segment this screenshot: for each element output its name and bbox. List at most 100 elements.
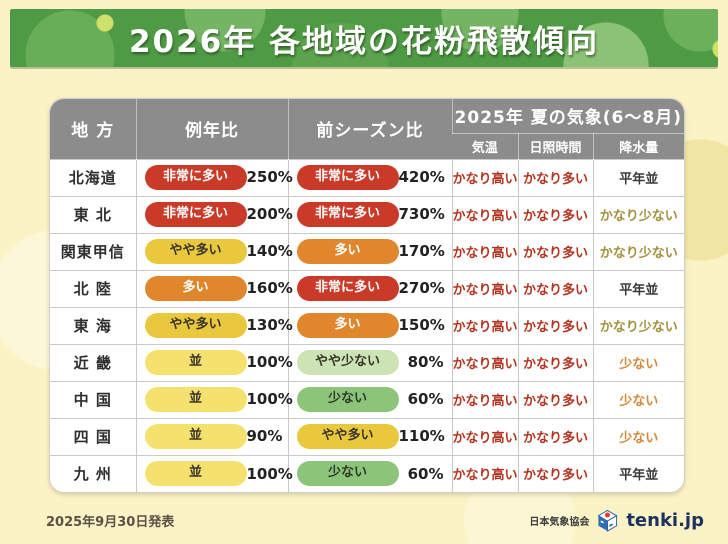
percent-value: 170% (398, 242, 445, 261)
percent-value: 150% (398, 316, 445, 335)
level-pill: やや多い (296, 424, 399, 449)
header-region: 地 方 (50, 99, 136, 159)
sunshine-cell: かなり多い (517, 269, 594, 308)
sunshine-cell: かなり多い (517, 417, 594, 456)
level-pill: 非常に多い (296, 165, 399, 190)
percent-value: 60% (407, 464, 444, 483)
temperature-cell: かなり高い (451, 417, 519, 456)
reinen-cell: 多い 160% (135, 269, 293, 308)
level-pill: 並 (144, 461, 247, 487)
percent-value: 100% (246, 390, 293, 409)
level-pill: やや多い (144, 313, 247, 338)
prev-season-cell: 非常に多い 270% (287, 269, 453, 308)
title-banner: 2026年 各地域の花粉飛散傾向 (10, 9, 718, 67)
level-pill: 少ない (296, 461, 399, 487)
level-pill: 非常に多い (296, 202, 399, 227)
sunshine-cell: かなり多い (517, 195, 594, 234)
percent-value: 160% (246, 279, 293, 298)
reinen-cell: 並 100% (135, 454, 293, 492)
reinen-cell: やや多い 130% (135, 306, 293, 345)
region-label: 近 畿 (50, 343, 137, 382)
level-pill: 非常に多い (144, 165, 247, 190)
header-reinen: 例年比 (135, 99, 288, 159)
reinen-cell: やや多い 140% (135, 232, 293, 271)
percent-value: 200% (246, 205, 293, 224)
jwa-org-label: 日本気象協会 (529, 516, 590, 528)
footer: 2025年9月30日発表 日本気象協会 tenki.jp (0, 503, 728, 537)
sunshine-cell: かなり多い (517, 232, 594, 271)
prev-season-cell: 非常に多い 420% (287, 158, 453, 197)
temperature-cell: かなり高い (451, 380, 519, 419)
header-weather-group: 2025年 夏の気象(6〜8月) (451, 99, 684, 134)
level-pill: やや多い (144, 239, 247, 264)
level-pill: 多い (296, 239, 399, 264)
region-label: 北海道 (50, 158, 137, 197)
percent-value: 270% (398, 279, 445, 298)
sunshine-cell: かなり多い (517, 380, 594, 419)
tenki-jp-logotype: tenki.jp (626, 509, 704, 531)
percent-value: 100% (246, 464, 293, 483)
forecast-table: 地 方 例年比 前シーズン比 2025年 夏の気象(6〜8月) 気温 日照時間 … (50, 99, 684, 492)
table-row-tokai: 東 海 やや多い 130% 多い 150% かなり高い かなり多い かなり少ない (50, 306, 684, 345)
header-precipitation: 降水量 (592, 133, 684, 159)
precipitation-cell: 平年並 (592, 269, 684, 308)
percent-value: 140% (246, 242, 293, 261)
level-pill: 多い (296, 313, 399, 338)
table-row-kyushu: 九 州 並 100% 少ない 60% かなり高い かなり多い 平年並 (50, 454, 684, 492)
region-label: 東 北 (50, 195, 137, 234)
level-pill: 多い (144, 276, 247, 301)
temperature-cell: かなり高い (451, 269, 519, 308)
region-label: 関東甲信 (50, 232, 137, 271)
level-pill: 並 (144, 424, 247, 449)
region-label: 中 国 (50, 380, 137, 419)
region-label: 北 陸 (50, 269, 137, 308)
temperature-cell: かなり高い (451, 343, 519, 382)
tenki-cube-icon (597, 509, 618, 532)
brand-area: 日本気象協会 tenki.jp (529, 509, 704, 532)
sunshine-cell: かなり多い (517, 454, 594, 492)
page-title: 2026年 各地域の花粉飛散傾向 (128, 23, 600, 60)
prev-season-cell: 多い 170% (287, 232, 453, 271)
percent-value: 420% (398, 168, 445, 187)
percent-value: 250% (246, 168, 293, 187)
reinen-cell: 並 90% (135, 417, 289, 456)
temperature-cell: かなり高い (451, 306, 519, 345)
level-pill: 少ない (296, 387, 399, 412)
table-row-kinki: 近 畿 並 100% やや少ない 80% かなり高い かなり多い 少ない (50, 343, 684, 382)
region-label: 九 州 (50, 454, 137, 492)
level-pill: 非常に多い (144, 202, 247, 227)
reinen-cell: 非常に多い 200% (135, 195, 293, 234)
prev-season-cell: やや多い 110% (287, 417, 453, 456)
sunshine-cell: かなり多い (517, 158, 594, 197)
header-temperature: 気温 (452, 133, 518, 159)
percent-value: 80% (407, 353, 444, 372)
precipitation-cell: かなり少ない (592, 306, 684, 345)
temperature-cell: かなり高い (451, 195, 519, 234)
percent-value: 730% (398, 205, 445, 224)
temperature-cell: かなり高い (451, 454, 519, 492)
prev-season-cell: 多い 150% (287, 306, 453, 345)
percent-value: 90% (246, 427, 283, 446)
prev-season-cell: 非常に多い 730% (287, 195, 453, 234)
reinen-cell: 並 100% (135, 343, 293, 382)
level-pill: 非常に多い (296, 276, 399, 301)
percent-value: 60% (407, 390, 444, 409)
table-row-shikoku: 四 国 並 90% やや多い 110% かなり高い かなり多い 少ない (50, 417, 684, 456)
table-row-hokkaido: 北海道 非常に多い 250% 非常に多い 420% かなり高い かなり多い 平年… (50, 158, 684, 197)
temperature-cell: かなり高い (451, 158, 519, 197)
precipitation-cell: かなり少ない (592, 195, 684, 234)
precipitation-cell: 少ない (592, 417, 684, 456)
region-label: 四 国 (50, 417, 137, 456)
percent-value: 130% (246, 316, 293, 335)
precipitation-cell: 少ない (592, 380, 684, 419)
precipitation-cell: 少ない (592, 343, 684, 382)
header-sunshine: 日照時間 (517, 133, 593, 159)
table-row-kanto-koshin: 関東甲信 やや多い 140% 多い 170% かなり高い かなり多い かなり少な… (50, 232, 684, 271)
sunshine-cell: かなり多い (517, 306, 594, 345)
level-pill: やや少ない (296, 350, 399, 375)
reinen-cell: 非常に多い 250% (135, 158, 293, 197)
sunshine-cell: かなり多い (517, 343, 594, 382)
table-row-tohoku: 東 北 非常に多い 200% 非常に多い 730% かなり高い かなり多い かな… (50, 195, 684, 234)
precipitation-cell: かなり少ない (592, 232, 684, 271)
